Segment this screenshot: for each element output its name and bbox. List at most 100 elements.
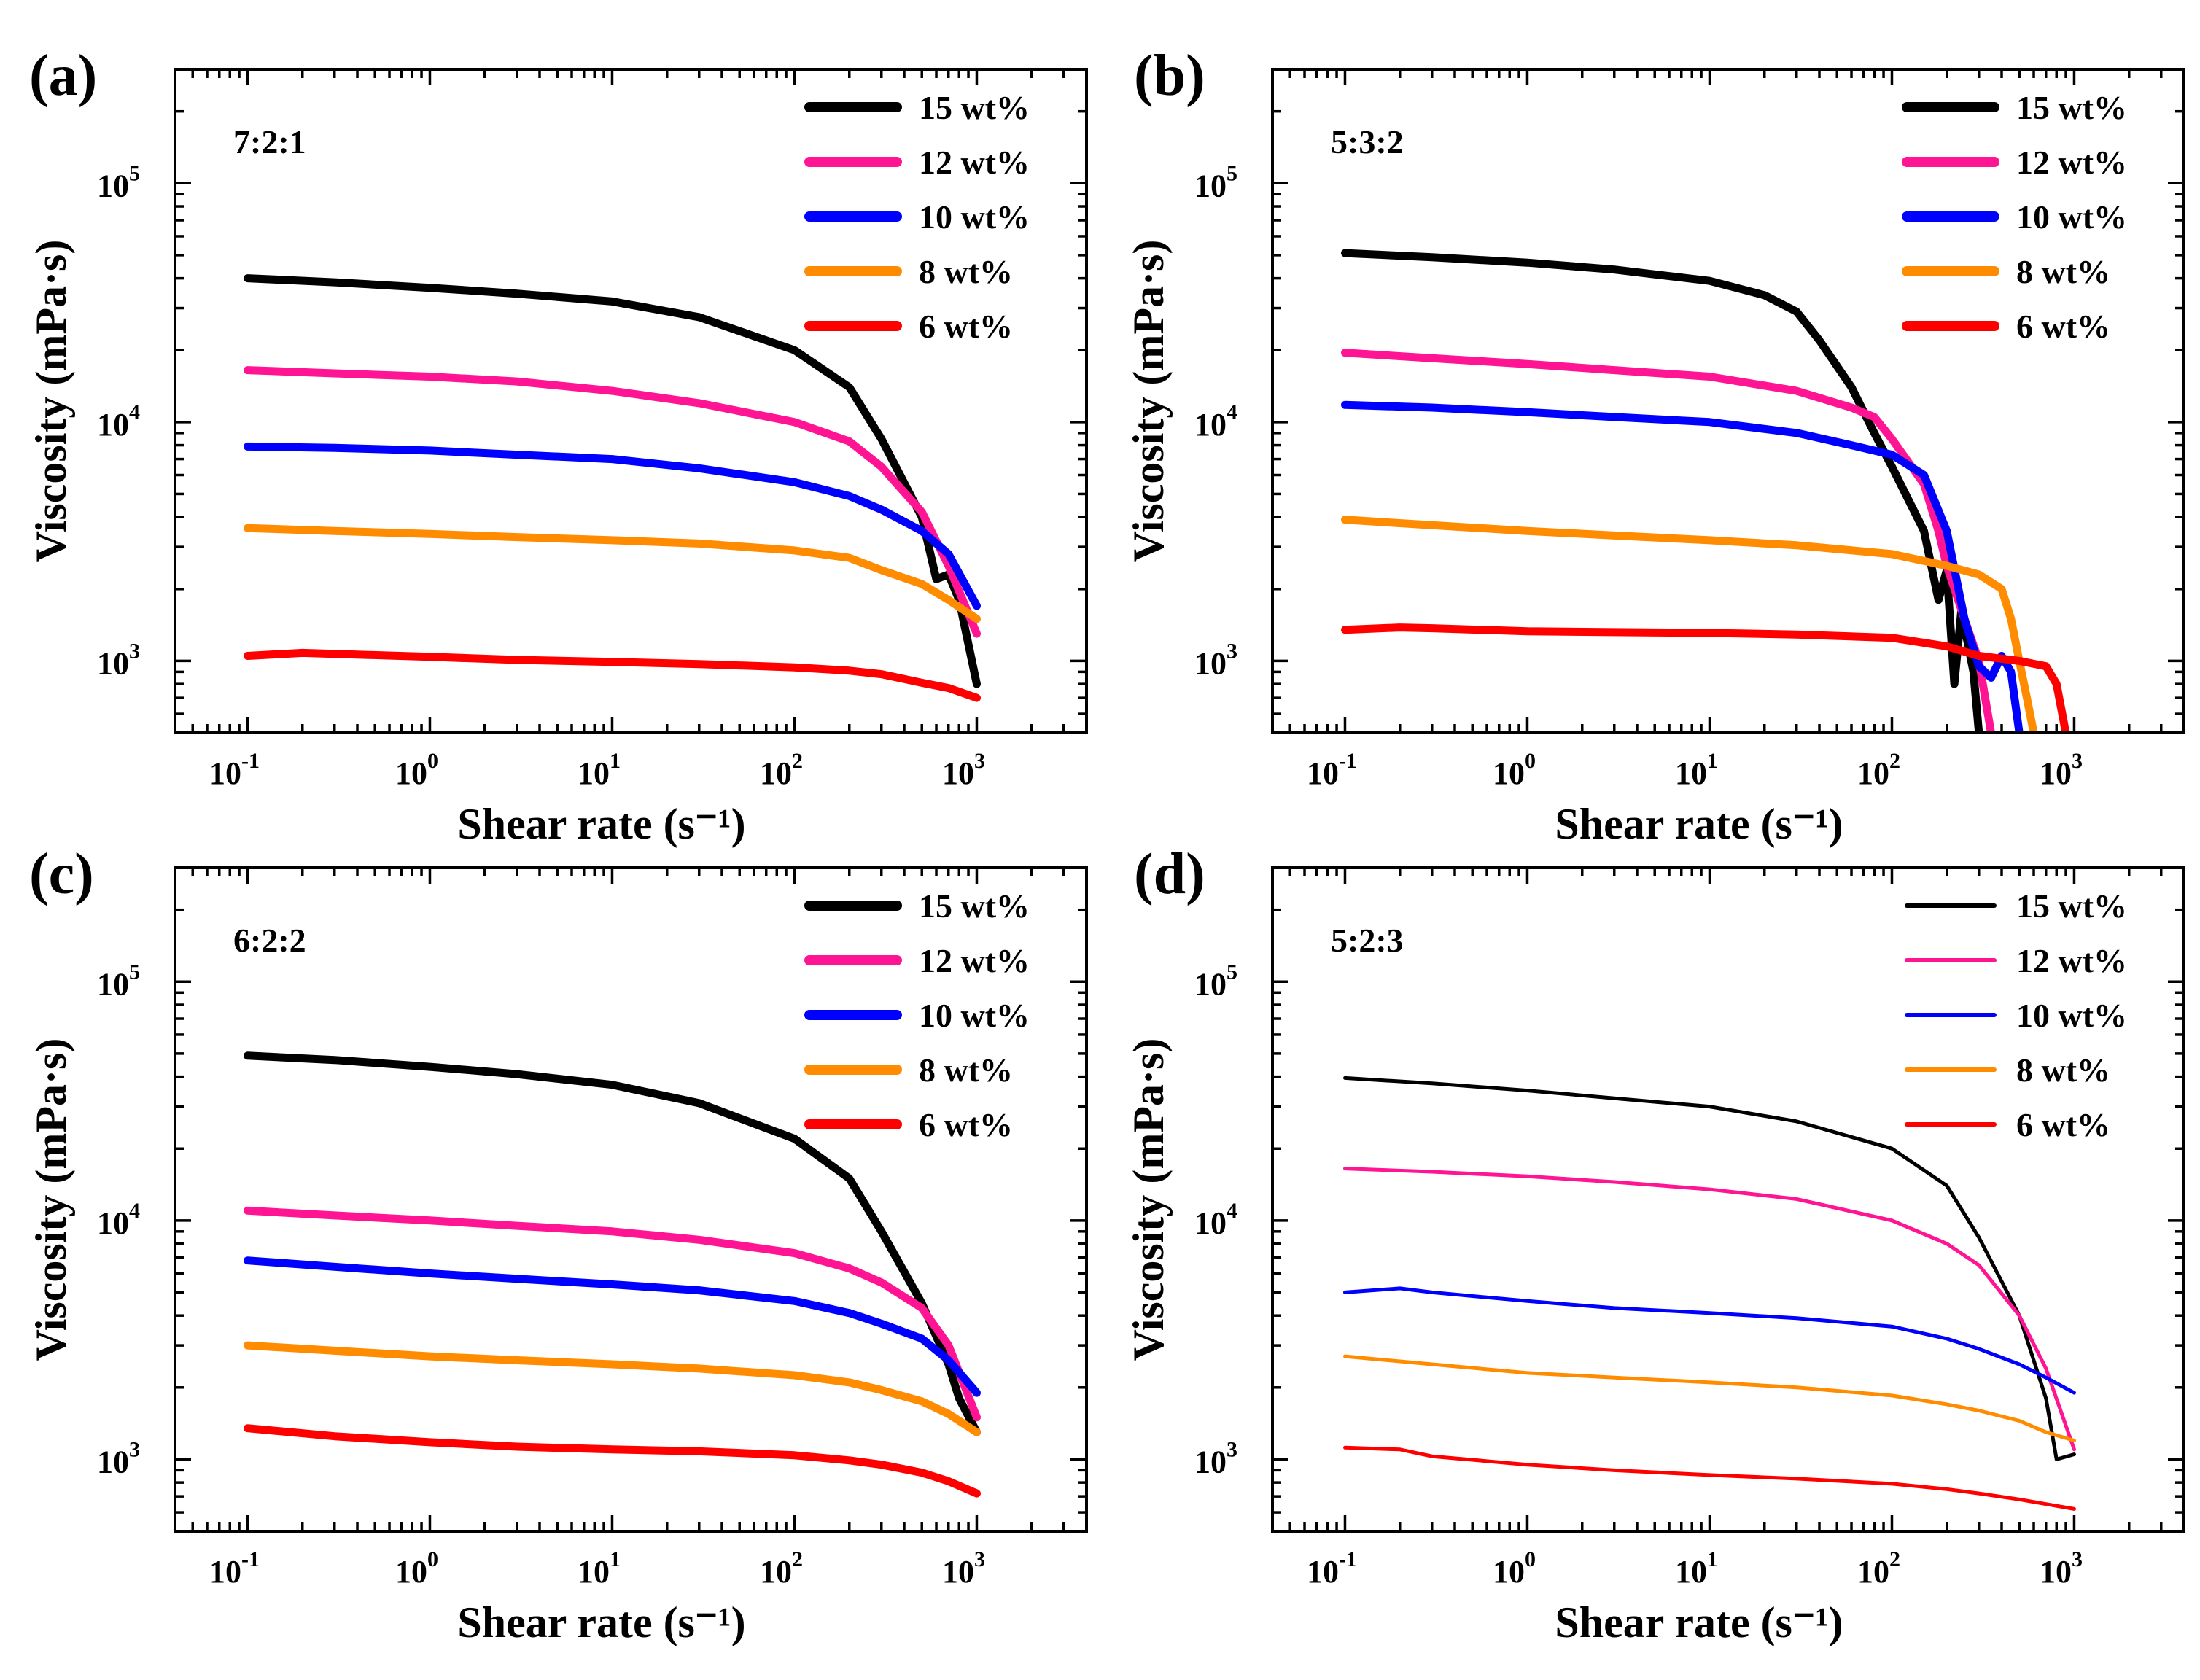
- x-axis-title: Shear rate (s⁻¹): [457, 1598, 745, 1646]
- legend-label: 8 wt%: [919, 1051, 1013, 1089]
- legend-label: 12 wt%: [2016, 942, 2127, 979]
- x-tick-label: 103: [2040, 1547, 2083, 1590]
- panel-label: (a): [29, 44, 97, 108]
- x-tick-label: 103: [942, 749, 985, 791]
- x-tick-label: 100: [395, 1547, 438, 1590]
- series-line-6-wt: [1343, 1445, 2076, 1511]
- y-axis-title: Viscosity (mPa·s): [1124, 240, 1173, 563]
- legend-label: 10 wt%: [919, 198, 1030, 236]
- y-tick-label: 105: [1194, 960, 1237, 1002]
- x-tick-label: 102: [1857, 749, 1900, 791]
- series-line-8-wt: [244, 1341, 981, 1436]
- series-line-15-wt: [244, 274, 981, 688]
- legend-label: 12 wt%: [919, 942, 1030, 979]
- y-tick-label: 103: [1194, 1437, 1237, 1479]
- series-line-15-wt: [244, 1051, 981, 1436]
- legend-label: 6 wt%: [919, 1106, 1013, 1143]
- panel-label: (d): [1134, 842, 1205, 906]
- series-group: [1343, 1076, 2076, 1511]
- y-tick-label: 105: [1194, 161, 1237, 203]
- x-tick-label: 10-1: [1307, 749, 1357, 791]
- series-line-8-wt: [244, 524, 981, 623]
- legend-label: 8 wt%: [2016, 1051, 2110, 1089]
- y-tick-label: 104: [97, 400, 140, 443]
- x-axis-title: Shear rate (s⁻¹): [1555, 800, 1843, 848]
- legend-label: 15 wt%: [2016, 89, 2127, 126]
- x-tick-label: 101: [1675, 749, 1718, 791]
- legend-label: 12 wt%: [919, 144, 1030, 181]
- legend-label: 15 wt%: [919, 887, 1030, 925]
- ratio-annotation: 6:2:2: [233, 922, 306, 959]
- legend-label: 8 wt%: [919, 253, 1013, 290]
- series-line-6-wt: [244, 1424, 981, 1498]
- legend-label: 6 wt%: [919, 308, 1013, 345]
- x-tick-label: 102: [760, 749, 803, 791]
- series-line-10-wt: [244, 1256, 981, 1397]
- y-tick-label: 103: [97, 639, 140, 681]
- y-tick-label: 105: [97, 960, 140, 1002]
- x-tick-label: 10-1: [209, 1547, 260, 1590]
- legend-label: 10 wt%: [2016, 997, 2127, 1034]
- y-tick-label: 103: [1194, 639, 1237, 681]
- legend-label: 6 wt%: [2016, 308, 2110, 345]
- x-tick-label: 101: [578, 749, 621, 791]
- series-line-8-wt: [1343, 1354, 2076, 1442]
- legend-label: 6 wt%: [2016, 1106, 2110, 1143]
- panel-c: (c) 6:2:2 10-1 100 101 102 103 103 104 105 Shear r…: [27, 842, 1088, 1646]
- panel-label: (b): [1134, 44, 1205, 108]
- series-group: [1341, 249, 2070, 733]
- panel-b: (b) 5:3:2 10-1 100 101 102 103 103 104 105 Shear r…: [1124, 44, 2185, 848]
- series-line-12-wt: [244, 366, 981, 638]
- x-tick-label: 101: [1675, 1547, 1718, 1590]
- x-tick-label: 103: [942, 1547, 985, 1590]
- x-tick-label: 100: [1493, 749, 1536, 791]
- y-axis-title: Viscosity (mPa·s): [27, 240, 75, 563]
- ratio-annotation: 5:3:2: [1331, 123, 1404, 160]
- x-tick-label: 10-1: [209, 749, 260, 791]
- y-axis-title: Viscosity (mPa·s): [27, 1038, 75, 1361]
- series-line-12-wt: [1343, 1167, 2076, 1452]
- y-tick-label: 103: [97, 1437, 140, 1479]
- legend-label: 15 wt%: [2016, 887, 2127, 925]
- plot-frame: [1271, 866, 2185, 1533]
- legend-label: 15 wt%: [919, 89, 1030, 126]
- series-group: [244, 274, 981, 702]
- ratio-annotation: 5:2:3: [1331, 922, 1404, 959]
- panel-a: (a) 7:2:1 10-1 100 101 102 103 103 104 105 Shear r…: [27, 44, 1088, 848]
- series-line-12-wt: [244, 1206, 981, 1422]
- x-tick-label: 100: [395, 749, 438, 791]
- panel-d: (d) 5:2:3 10-1 100 101 102 103 103 104 105 Shear r…: [1124, 842, 2185, 1646]
- x-axis-title: Shear rate (s⁻¹): [1555, 1598, 1843, 1646]
- legend-label: 12 wt%: [2016, 144, 2127, 181]
- x-axis-title: Shear rate (s⁻¹): [457, 800, 745, 848]
- y-axis-title: Viscosity (mPa·s): [1124, 1038, 1173, 1361]
- panel-label: (c): [29, 842, 94, 906]
- series-group: [244, 1051, 981, 1498]
- plot-frame: [174, 866, 1088, 1533]
- x-tick-label: 102: [760, 1547, 803, 1590]
- series-line-8-wt: [1341, 516, 2038, 733]
- series-line-15-wt: [1343, 1076, 2076, 1461]
- y-tick-label: 104: [1194, 1199, 1237, 1241]
- plot-frame: [1271, 68, 2185, 734]
- series-line-6-wt: [244, 648, 981, 702]
- series-line-6-wt: [1341, 623, 2070, 733]
- series-line-10-wt: [244, 442, 981, 610]
- legend-label: 10 wt%: [2016, 198, 2127, 236]
- y-tick-label: 105: [97, 161, 140, 203]
- plot-frame: [174, 68, 1088, 734]
- x-tick-label: 10-1: [1307, 1547, 1357, 1590]
- x-tick-label: 100: [1493, 1547, 1536, 1590]
- y-tick-label: 104: [97, 1199, 140, 1241]
- x-tick-label: 103: [2040, 749, 2083, 791]
- series-line-10-wt: [1343, 1286, 2076, 1395]
- y-tick-label: 104: [1194, 400, 1237, 443]
- legend-label: 8 wt%: [2016, 253, 2110, 290]
- x-tick-label: 102: [1857, 1547, 1900, 1590]
- x-tick-label: 101: [578, 1547, 621, 1590]
- ratio-annotation: 7:2:1: [233, 123, 306, 160]
- legend-label: 10 wt%: [919, 997, 1030, 1034]
- series-line-15-wt: [1341, 249, 1983, 733]
- series-line-10-wt: [1341, 400, 2024, 733]
